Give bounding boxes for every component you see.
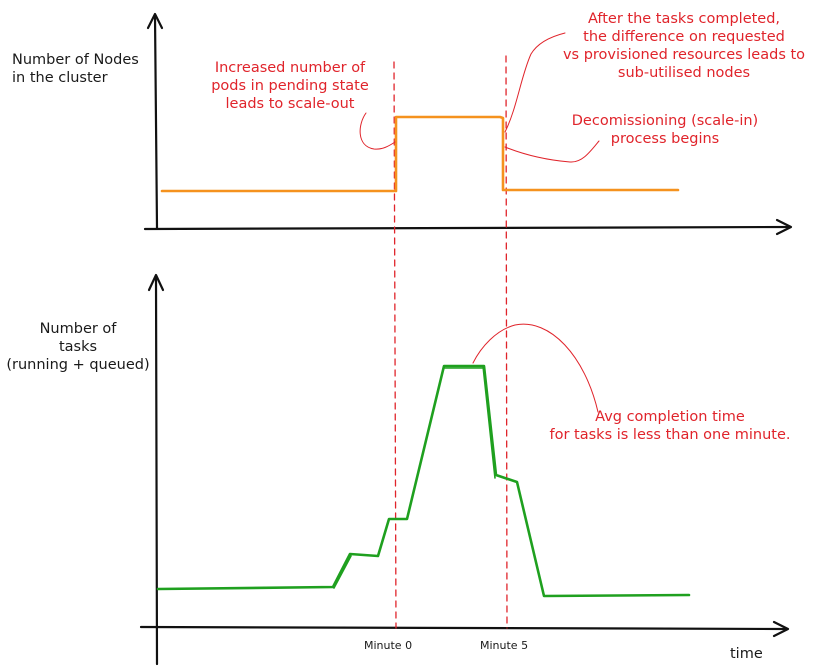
minute-5-marker-line: [505, 55, 508, 629]
bottom-y-axis-arrowhead: [147, 273, 165, 292]
tick-minute-5: Minute 5: [480, 639, 529, 652]
top-x-axis: [143, 225, 792, 231]
scale-out-annotation: Increased number of pods in pending stat…: [211, 60, 369, 113]
avg-completion-pointer: [472, 323, 599, 413]
top-y-axis-arrowhead: [146, 12, 164, 30]
top-y-axis-label: Number of Nodes in the cluster: [12, 52, 139, 87]
tasks-line: [156, 364, 691, 598]
top-x-axis-arrowhead: [775, 218, 793, 236]
minute-0-marker-line: [393, 61, 397, 629]
bottom-y-axis-label: Number of tasks (running + queued): [6, 321, 150, 374]
avg-completion-annotation: Avg completion time for tasks is less th…: [549, 409, 791, 444]
after-tasks-annotation: After the tasks completed, the differenc…: [562, 11, 806, 82]
nodes-line: [160, 115, 680, 193]
bottom-y-axis: [154, 275, 159, 666]
scale-in-annotation: Decomissioning (scale-in) process begins: [571, 113, 759, 148]
scale-in-pointer: [504, 140, 600, 163]
top-y-axis: [153, 14, 159, 230]
bottom-x-axis-arrowhead: [772, 620, 790, 638]
after-tasks-pointer: [504, 32, 566, 133]
bottom-x-axis: [139, 625, 789, 631]
x-axis-label-time: time: [730, 646, 763, 662]
scale-out-pointer: [359, 112, 396, 150]
tick-minute-0: Minute 0: [364, 639, 413, 652]
